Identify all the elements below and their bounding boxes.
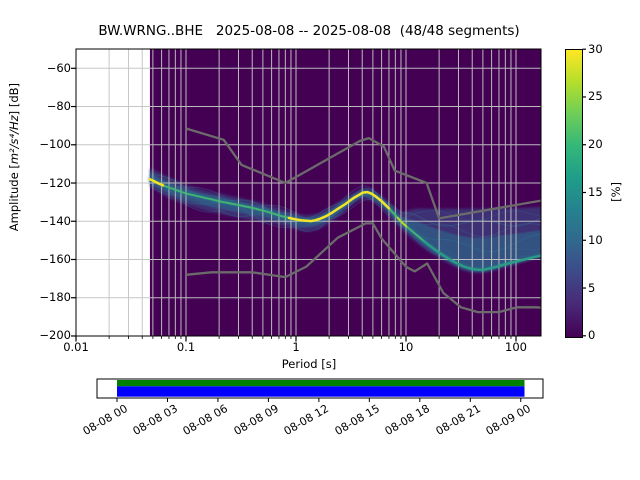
mode-ridge-yellow-peak (287, 190, 391, 223)
x-tick-label: 0.1 (176, 340, 196, 354)
ppsd-band-inner (149, 173, 541, 272)
nlnm-curve (185, 222, 541, 314)
colorbar-tick-label: 10 (588, 232, 603, 247)
colorbar-tick-label: 20 (588, 137, 603, 152)
colorbar-tick-label: 30 (588, 41, 603, 56)
mode-ridge-yellow-start (148, 177, 165, 187)
colorbar-gradient (565, 49, 583, 338)
colorbar-tick-label: 0 (588, 328, 596, 343)
y-tick-label: −160 (39, 252, 71, 266)
mode-ridge-teal-tail (422, 239, 541, 271)
y-tick-label: −100 (39, 137, 71, 152)
y-tick-label: −60 (46, 60, 71, 75)
ppsd-band-streak (149, 175, 541, 252)
x-tick-label: 1 (292, 340, 300, 354)
colorbar-tick-label: 25 (588, 89, 603, 104)
timeline-coverage-bar-green (117, 380, 525, 387)
x-tick-label: 100 (505, 340, 527, 354)
x-axis-label: Period [s] (281, 357, 337, 371)
y-tick-label: −200 (39, 328, 71, 343)
x-tick-label: 10 (398, 340, 414, 354)
y-tick-label: −140 (39, 213, 71, 228)
axis-ticks (71, 48, 586, 402)
ppsd-histogram-background (149, 49, 541, 336)
ppsd-band-streak (149, 181, 541, 266)
plot-title: BW.WRNG..BHE 2025-08-08 -- 2025-08-08 (4… (98, 23, 520, 39)
y-tick-label: −80 (46, 99, 71, 114)
axes-frame (75, 48, 542, 337)
timeline-coverage-bar-blue (117, 386, 525, 397)
colorbar-label: [%] (609, 182, 623, 202)
colorbar-tick-label: 5 (588, 280, 596, 295)
colorbar-tick-label: 15 (588, 185, 603, 199)
x-tick-label: 0.01 (63, 340, 89, 354)
nhnm-curve (185, 127, 541, 220)
mode-ridge-yellow-tail (396, 216, 408, 228)
y-tick-label: −120 (39, 175, 71, 190)
y-tick-label: −180 (39, 290, 71, 305)
ppsd-band-streak (149, 180, 541, 243)
